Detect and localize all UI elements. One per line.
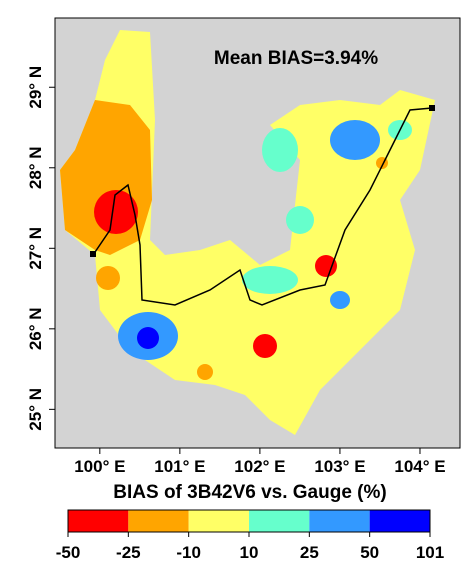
darkblue-blob bbox=[137, 327, 159, 349]
colorbar-segment bbox=[249, 510, 310, 532]
map-frame bbox=[54, 17, 461, 449]
blue-blob bbox=[330, 120, 380, 160]
colorbar-tick-label: 25 bbox=[300, 543, 319, 562]
colorbar-tick-label: 101 bbox=[416, 543, 444, 562]
colorbar-tick-label: 10 bbox=[240, 543, 259, 562]
colorbar-tick-label: 50 bbox=[360, 543, 379, 562]
y-tick-label: 27° N bbox=[26, 227, 45, 270]
cyan-blob bbox=[286, 206, 314, 234]
orange-blob bbox=[96, 266, 120, 290]
colorbar-segment bbox=[369, 510, 430, 532]
x-tick-label: 103° E bbox=[314, 457, 365, 476]
cyan-blob bbox=[262, 128, 298, 172]
y-tick-label: 29° N bbox=[26, 66, 45, 109]
y-tick-label: 25° N bbox=[26, 388, 45, 431]
blue-blob bbox=[330, 291, 350, 309]
river-line bbox=[92, 107, 433, 306]
bias-field bbox=[60, 30, 435, 435]
x-tick-label: 104° E bbox=[394, 457, 445, 476]
x-tick-label: 102° E bbox=[234, 457, 285, 476]
colorbar-tick-label: -50 bbox=[56, 543, 81, 562]
colorbar-segment bbox=[309, 510, 370, 532]
y-tick-label: 28° N bbox=[26, 146, 45, 189]
colorbar-tick-label: -25 bbox=[116, 543, 141, 562]
x-tick-label: 100° E bbox=[74, 457, 125, 476]
cyan-blob bbox=[242, 266, 298, 294]
colorbar-tick-label: -10 bbox=[176, 543, 201, 562]
red-blob bbox=[94, 190, 138, 234]
x-tick-label: 101° E bbox=[154, 457, 205, 476]
colorbar-title: BIAS of 3B42V6 vs. Gauge (%) bbox=[113, 482, 386, 503]
red-blob bbox=[253, 334, 277, 358]
point-marker bbox=[90, 251, 96, 257]
colorbar-segment bbox=[188, 510, 249, 532]
point-marker bbox=[429, 105, 435, 111]
y-tick-label: 26° N bbox=[26, 307, 45, 350]
red-blob bbox=[315, 255, 337, 277]
colorbar-segment bbox=[128, 510, 189, 532]
annotation: Mean BIAS=3.94% bbox=[214, 48, 378, 69]
colorbar-segment bbox=[68, 510, 129, 532]
orange-blob bbox=[197, 364, 213, 380]
